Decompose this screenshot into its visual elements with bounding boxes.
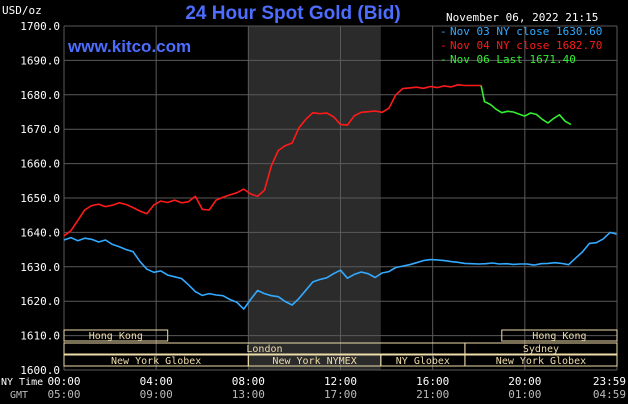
legend-marker: - <box>440 39 447 52</box>
y-axis-unit-label: USD/oz <box>2 4 42 17</box>
y-tick-label: 1700.0 <box>20 20 60 33</box>
session-label: New York NYMEX <box>272 356 356 367</box>
y-tick-label: 1630.0 <box>20 261 60 274</box>
y-tick-label: 1600.0 <box>20 364 60 377</box>
y-tick-label: 1670.0 <box>20 123 60 136</box>
gmt-tick-label: 13:00 <box>232 388 265 401</box>
gmt-tick-label: 05:00 <box>47 388 80 401</box>
legend-marker: - <box>440 25 447 38</box>
series-line-nov-06 <box>480 85 572 126</box>
session-label: New York Globex <box>111 356 201 367</box>
legend: - Nov 03 NY close 1630.60- Nov 04 NY close… <box>440 25 602 66</box>
chart-title: 24 Hour Spot Gold (Bid) <box>185 3 400 24</box>
session-label: New York Globex <box>496 356 586 367</box>
ny-time-tick-label: 23:59 <box>593 375 626 388</box>
timestamp-label: November 06, 2022 21:15 <box>446 11 598 24</box>
series-line-nov-04 <box>63 84 482 237</box>
session-label: NY Globex <box>396 356 450 367</box>
price-series-layer <box>63 84 617 310</box>
y-tick-label: 1610.0 <box>20 330 60 343</box>
gmt-axis-title: GMT <box>10 390 28 401</box>
legend-entry: Nov 04 NY close 1682.70 <box>450 39 602 52</box>
gmt-tick-label: 09:00 <box>140 388 173 401</box>
axis-labels-layer: 1600.0 1610.0 1620.0 1630.0 1640.0 1650.0 1660… <box>1 20 626 401</box>
session-label: London <box>246 344 282 355</box>
legend-marker: - <box>440 53 447 66</box>
ny-time-tick-label: 16:00 <box>416 375 449 388</box>
session-label: Hong Kong <box>532 331 586 342</box>
session-box: Hong Kong <box>63 329 169 342</box>
y-tick-label: 1690.0 <box>20 54 60 67</box>
gmt-tick-label: 21:00 <box>416 388 449 401</box>
gmt-tick-label: 04:59 <box>593 388 626 401</box>
session-box-border <box>464 354 618 367</box>
ny-time-axis-title: NY Time <box>1 377 43 388</box>
session-label: Hong Kong <box>89 331 143 342</box>
session-box-border <box>464 342 618 355</box>
session-box: New York Globex <box>464 354 618 367</box>
session-box: Hong Kong <box>501 329 618 342</box>
y-tick-label: 1650.0 <box>20 192 60 205</box>
y-tick-label: 1660.0 <box>20 158 60 171</box>
grid-layer <box>63 25 618 371</box>
gmt-tick-label: 01:00 <box>508 388 541 401</box>
session-box-border <box>501 329 618 342</box>
ny-time-tick-label: 00:00 <box>47 375 80 388</box>
ny-time-tick-label: 12:00 <box>324 375 357 388</box>
ny-time-tick-label: 08:00 <box>232 375 265 388</box>
website-label: www.kitco.com <box>67 37 191 56</box>
y-tick-label: 1640.0 <box>20 226 60 239</box>
series-line-nov-03 <box>63 231 617 310</box>
session-box: Sydney <box>464 342 618 355</box>
ny-time-tick-label: 04:00 <box>140 375 173 388</box>
y-tick-label: 1680.0 <box>20 89 60 102</box>
gmt-tick-label: 17:00 <box>324 388 357 401</box>
ny-time-tick-label: 20:00 <box>508 375 541 388</box>
y-tick-label: 1620.0 <box>20 295 60 308</box>
session-label: Sydney <box>523 344 559 355</box>
legend-entry: Nov 03 NY close 1630.60 <box>450 25 602 38</box>
legend-entry: Nov 06 Last 1671.40 <box>450 53 576 66</box>
session-box-border <box>63 329 169 342</box>
